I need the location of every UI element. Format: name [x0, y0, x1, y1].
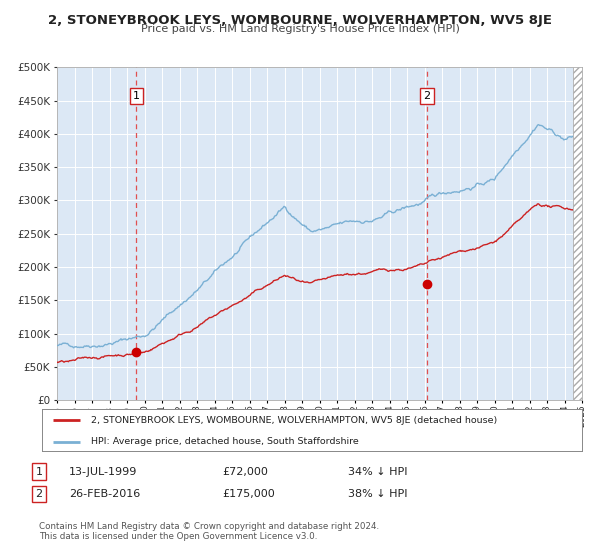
Text: 13-JUL-1999: 13-JUL-1999 — [69, 466, 137, 477]
Text: 2, STONEYBROOK LEYS, WOMBOURNE, WOLVERHAMPTON, WV5 8JE (detached house): 2, STONEYBROOK LEYS, WOMBOURNE, WOLVERHA… — [91, 416, 497, 424]
Text: 2: 2 — [424, 91, 431, 101]
Text: 38% ↓ HPI: 38% ↓ HPI — [348, 489, 407, 499]
Text: 26-FEB-2016: 26-FEB-2016 — [69, 489, 140, 499]
Text: 2, STONEYBROOK LEYS, WOMBOURNE, WOLVERHAMPTON, WV5 8JE: 2, STONEYBROOK LEYS, WOMBOURNE, WOLVERHA… — [48, 14, 552, 27]
Text: Contains HM Land Registry data © Crown copyright and database right 2024.: Contains HM Land Registry data © Crown c… — [39, 522, 379, 531]
Text: 34% ↓ HPI: 34% ↓ HPI — [348, 466, 407, 477]
Text: 2: 2 — [35, 489, 43, 499]
Text: 1: 1 — [133, 91, 140, 101]
Text: 1: 1 — [35, 466, 43, 477]
Text: HPI: Average price, detached house, South Staffordshire: HPI: Average price, detached house, Sout… — [91, 437, 358, 446]
Text: This data is licensed under the Open Government Licence v3.0.: This data is licensed under the Open Gov… — [39, 532, 317, 541]
Text: £175,000: £175,000 — [222, 489, 275, 499]
Text: Price paid vs. HM Land Registry's House Price Index (HPI): Price paid vs. HM Land Registry's House … — [140, 24, 460, 34]
Text: £72,000: £72,000 — [222, 466, 268, 477]
